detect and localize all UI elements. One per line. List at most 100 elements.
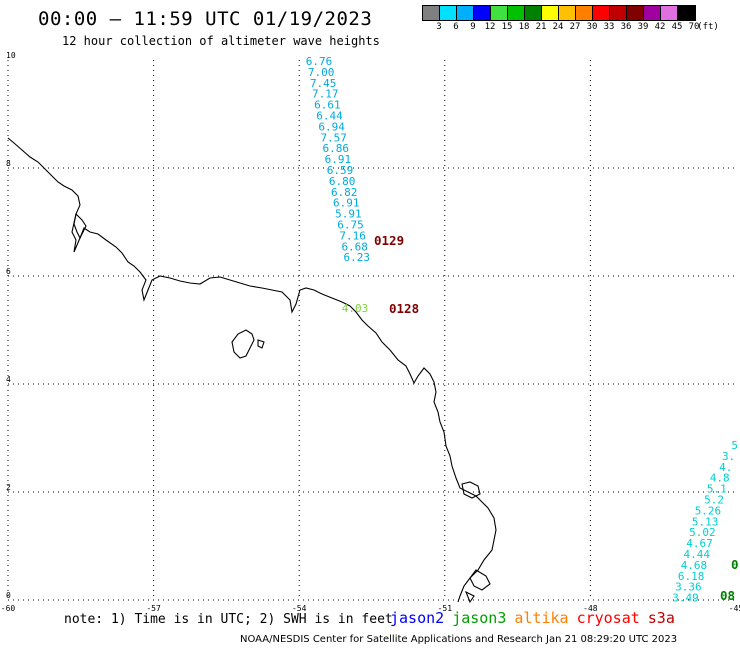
wave-height-label: 6.80 [329,175,356,188]
wave-height-label: 4.44 [684,548,711,561]
coastline-delta-south [461,481,491,604]
legend-label: 33 [603,22,615,32]
wave-height-label: 6.68 [341,240,368,253]
satellite-legend: jason2 jason3 altika cryosat s3a [390,609,683,627]
coastline-inlet-west [71,212,87,253]
wave-height-label: 5.02 [689,526,716,539]
wave-height-label: 6.91 [325,153,352,166]
y-tick-label: 8 [6,159,11,168]
y-tick-label: 2 [6,483,11,492]
legend-unit: (ft) [697,22,719,32]
wave-height-label: 5.1 [707,483,727,496]
legend-swatch [559,6,576,20]
wave-height-label: 5 [731,439,738,452]
pass-time-label: 08 [720,588,735,603]
satellite-name: cryosat [576,609,640,627]
x-tick-label: -51 [438,604,453,613]
legend-swatch [576,6,593,20]
wave-height-label: 7.16 [339,229,366,242]
footer-credit: NOAA/NESDIS Center for Satellite Applica… [240,634,678,645]
wave-height-label: 3.36 [675,581,702,594]
wave-height-label: 6.82 [331,186,358,199]
legend-swatch [491,6,508,20]
legend-label: 9 [470,22,476,32]
legend-swatch [593,6,610,20]
wave-height-label: 7.45 [310,77,337,90]
legend-swatch [661,6,678,20]
legend-swatch [525,6,542,20]
wave-height-label: 6.76 [306,55,333,68]
wave-height-label: 4.8 [710,472,730,485]
wave-height-label: 6.75 [337,219,364,232]
legend-swatch [508,6,525,20]
wave-height-label: 3. [722,450,735,463]
axis-tick-labels: -60 -57 -54 -51 -48 -45 10 8 6 4 2 0 [1,51,740,613]
legend-swatch [542,6,559,20]
legend-swatch [678,6,695,20]
wave-height-label: 4.03 [342,302,369,315]
wave-height-label: 6.94 [318,120,345,133]
legend-swatch [457,6,474,20]
color-legend [422,5,696,21]
x-tick-label: -48 [583,604,598,613]
wave-height-label: 6.23 [344,251,371,264]
wave-height-label: 6.44 [316,110,343,123]
coastline-island-offshore [231,329,265,359]
wave-height-label: 5.2 [704,494,724,507]
legend-label: 30 [586,22,598,32]
legend-swatch [644,6,661,20]
wave-height-label: 7.57 [320,131,347,144]
coastline [7,137,497,604]
pass-time-label: 0128 [389,301,419,316]
legend-label: 70 [688,22,700,32]
wave-height-label: 5.26 [695,504,722,517]
footer-note: note: 1) Time is in UTC; 2) SWH is in fe… [64,612,393,627]
coastline-mainland [7,137,497,603]
wave-height-label: 6.91 [333,197,360,210]
altimeter-tracks: 6.767.007.457.176.616.446.947.576.866.91… [306,55,738,605]
wave-height-label: 7.17 [312,88,339,101]
legend-label: 12 [484,22,496,32]
y-tick-label: 6 [6,267,11,276]
y-tick-label: 4 [6,375,11,384]
pass-time-labels: 0129 0128 0 08 [374,233,739,603]
legend-label: 45 [671,22,683,32]
pass-time-label: 0 [731,557,739,572]
legend-label: 6 [453,22,459,32]
wave-height-label: 6.61 [314,99,341,112]
wave-height-label: 5.13 [692,515,719,528]
wave-height-label: 7.00 [308,66,335,79]
legend-label: 24 [552,22,564,32]
legend-label: 39 [637,22,649,32]
wave-height-label: 4.67 [686,537,713,550]
page-subtitle: 12 hour collection of altimeter wave hei… [62,34,380,48]
color-legend-labels: 3 6 9 12 15 18 21 24 27 30 33 36 39 42 45 70 (ft) [422,22,740,34]
wave-height-label: 3.49 [672,592,699,605]
legend-swatch [440,6,457,20]
legend-swatch [474,6,491,20]
legend-label: 21 [535,22,547,32]
x-tick-label: -57 [146,604,161,613]
legend-label: 15 [501,22,513,32]
page-title: 00:00 – 11:59 UTC 01/19/2023 [38,8,373,30]
satellite-name: jason3 [452,609,507,627]
wave-height-label: 5.91 [335,208,362,221]
satellite-name: altika [514,609,569,627]
x-tick-label: -54 [292,604,307,613]
wave-height-label: 4.68 [681,559,708,572]
legend-label: 36 [620,22,632,32]
x-tick-label: -60 [1,604,16,613]
wave-height-label: 6.86 [323,142,350,155]
satellite-name: jason2 [390,609,445,627]
legend-label: 3 [436,22,442,32]
legend-label: 18 [518,22,530,32]
legend-swatch [627,6,644,20]
pass-time-label: 0129 [374,233,404,248]
satellite-name: s3a [647,609,675,627]
wave-height-label: 4. [719,461,732,474]
y-tick-label: 10 [6,51,16,60]
y-tick-label: 0 [6,591,11,600]
legend-swatch [423,6,440,20]
lat-lon-grid [7,60,736,601]
